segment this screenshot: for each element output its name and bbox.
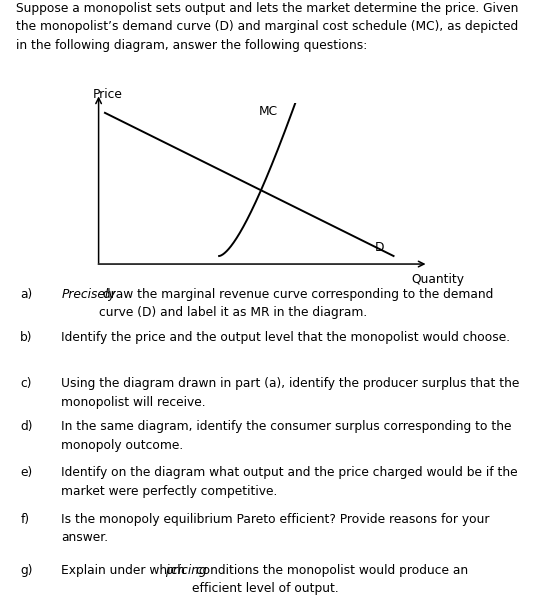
Text: Is the monopoly equilibrium Pareto efficient? Provide reasons for your
answer.: Is the monopoly equilibrium Pareto effic…: [61, 513, 490, 544]
Text: d): d): [20, 420, 33, 433]
Text: Suppose a monopolist sets output and lets the market determine the price. Given
: Suppose a monopolist sets output and let…: [16, 2, 519, 52]
Text: b): b): [20, 331, 33, 344]
Text: Precisely: Precisely: [61, 288, 116, 300]
Text: Explain under which: Explain under which: [61, 564, 189, 577]
Text: conditions the monopolist would produce an
efficient level of output.: conditions the monopolist would produce …: [192, 564, 468, 595]
Text: c): c): [20, 377, 32, 390]
Text: f): f): [20, 513, 29, 526]
Text: g): g): [20, 564, 33, 577]
Text: a): a): [20, 288, 33, 300]
Text: Using the diagram drawn in part (a), identify the producer surplus that the
mono: Using the diagram drawn in part (a), ide…: [61, 377, 520, 409]
Text: e): e): [20, 466, 33, 480]
Text: pricing: pricing: [165, 564, 207, 577]
Text: In the same diagram, identify the consumer surplus corresponding to the
monopoly: In the same diagram, identify the consum…: [61, 420, 512, 452]
Text: D: D: [375, 242, 384, 254]
Text: draw the marginal revenue curve corresponding to the demand
curve (D) and label : draw the marginal revenue curve correspo…: [99, 288, 494, 319]
Text: Identify on the diagram what output and the price charged would be if the
market: Identify on the diagram what output and …: [61, 466, 518, 498]
Text: Quantity: Quantity: [411, 273, 464, 286]
Text: Identify the price and the output level that the monopolist would choose.: Identify the price and the output level …: [61, 331, 511, 344]
Text: Price: Price: [93, 88, 123, 101]
Text: MC: MC: [259, 105, 278, 118]
